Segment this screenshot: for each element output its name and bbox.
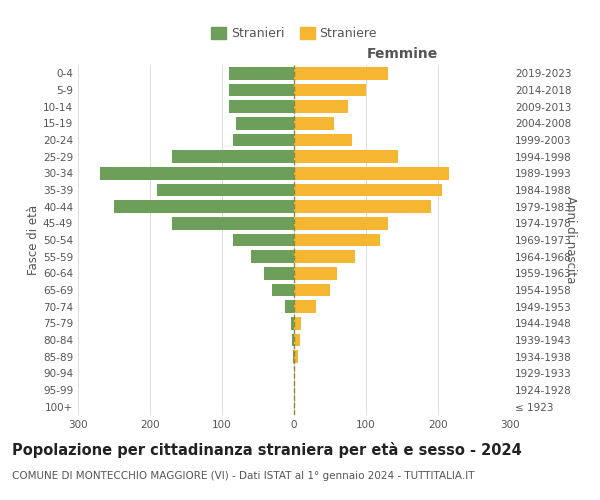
Bar [233,234,294,246]
Bar [294,317,301,330]
Bar [294,400,295,413]
Bar [284,300,294,313]
Bar [233,134,294,146]
Bar [294,117,334,130]
Bar [294,267,337,280]
Bar [294,100,348,113]
Bar [294,84,366,96]
Bar [294,234,380,246]
Bar [293,350,294,363]
Bar [272,284,294,296]
Bar [100,167,294,179]
Bar [229,100,294,113]
Legend: Stranieri, Straniere: Stranieri, Straniere [206,22,382,45]
Bar [294,150,398,163]
Bar [294,367,295,380]
Bar [294,300,316,313]
Bar [291,317,294,330]
Bar [172,217,294,230]
Bar [294,200,431,213]
Y-axis label: Fasce di età: Fasce di età [27,205,40,275]
Bar [294,184,442,196]
Bar [294,350,298,363]
Text: Femmine: Femmine [367,48,437,62]
Bar [294,134,352,146]
Bar [294,334,300,346]
Bar [294,67,388,80]
Bar [236,117,294,130]
Bar [294,250,355,263]
Bar [294,167,449,179]
Bar [114,200,294,213]
Bar [294,384,295,396]
Text: Popolazione per cittadinanza straniera per età e sesso - 2024: Popolazione per cittadinanza straniera p… [12,442,522,458]
Text: COMUNE DI MONTECCHIO MAGGIORE (VI) - Dati ISTAT al 1° gennaio 2024 - TUTTITALIA.: COMUNE DI MONTECCHIO MAGGIORE (VI) - Dat… [12,471,475,481]
Bar [264,267,294,280]
Bar [229,67,294,80]
Bar [294,217,388,230]
Y-axis label: Anni di nascita: Anni di nascita [564,196,577,284]
Bar [229,84,294,96]
Bar [294,284,330,296]
Bar [157,184,294,196]
Bar [251,250,294,263]
Bar [292,334,294,346]
Bar [172,150,294,163]
